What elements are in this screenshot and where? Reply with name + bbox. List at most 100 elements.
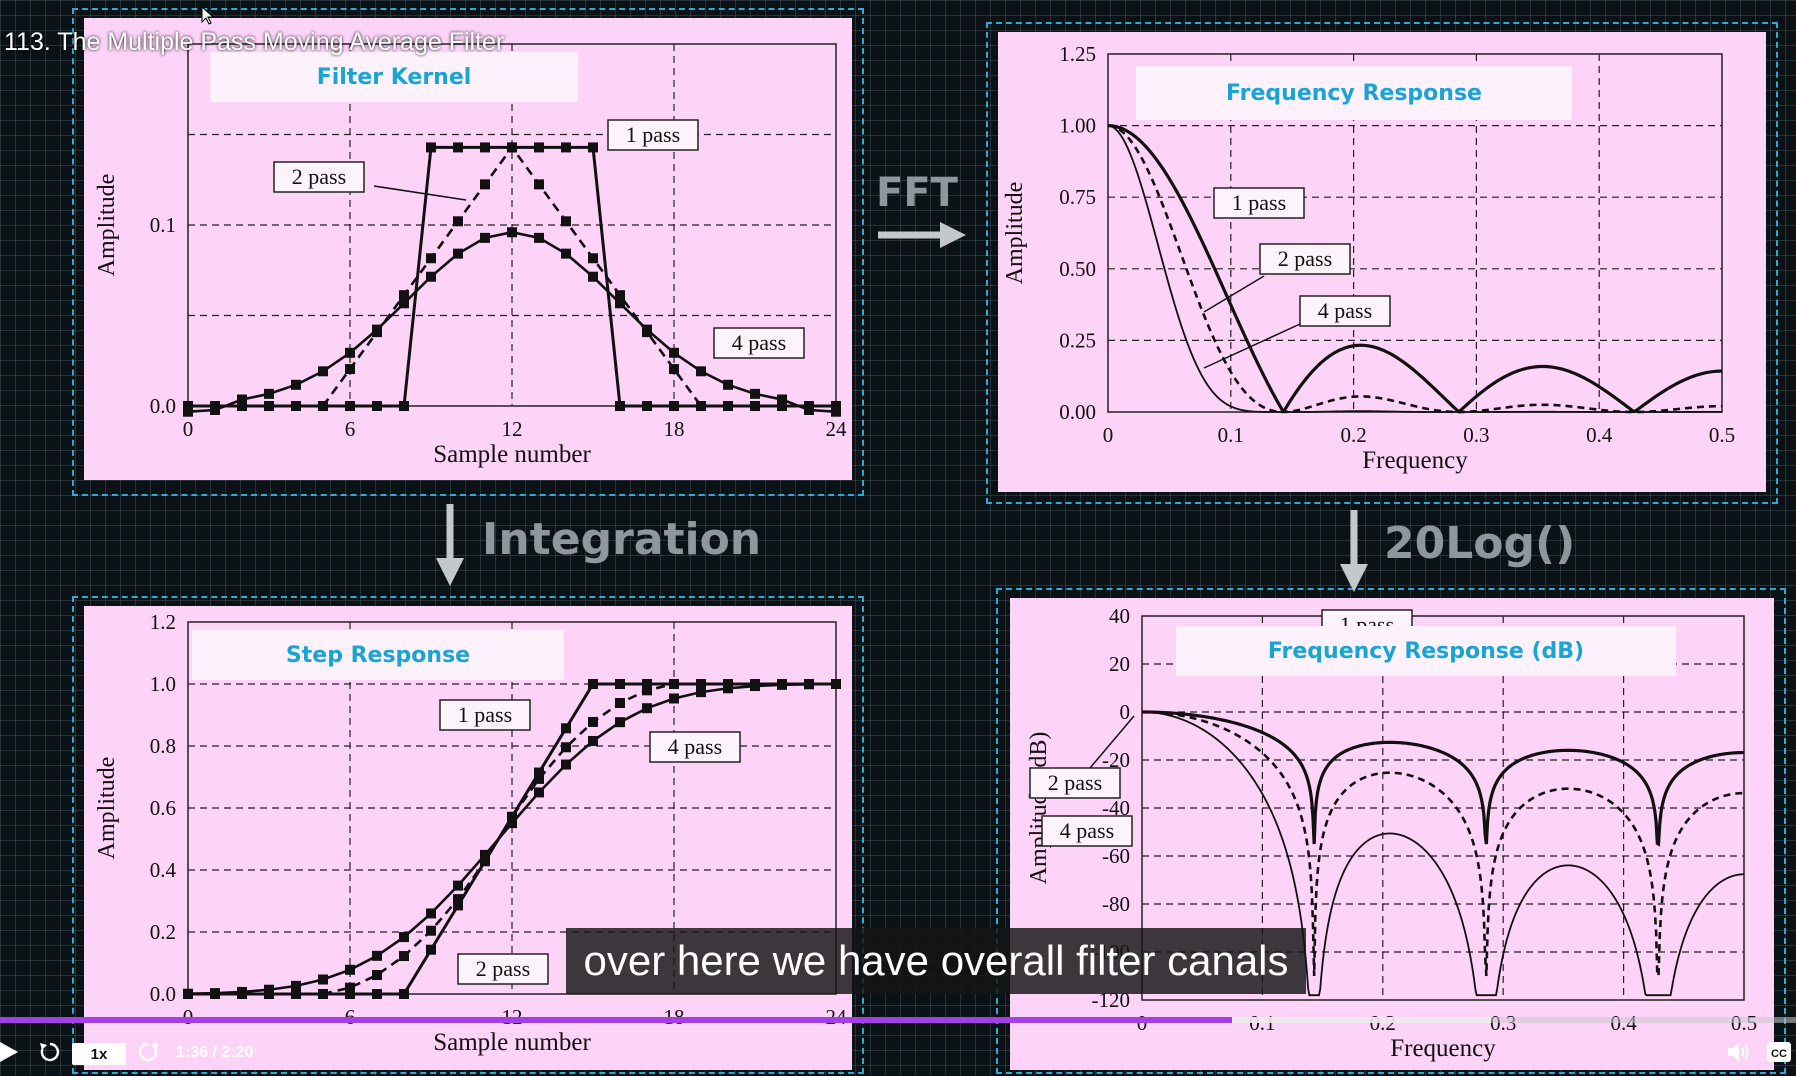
play-icon[interactable] [0,1040,22,1064]
marker-4-pass [237,394,247,405]
label-4-pass-box [1041,815,1133,847]
marker-2-pass [291,989,301,999]
marker-4-pass [453,248,463,259]
series-1-pass [1107,124,1723,414]
y-tick-label: 1.0 [150,672,176,696]
marker-2-pass [237,401,247,411]
marker-2-pass [291,401,301,411]
marker-4-pass [561,248,571,259]
marker-1-pass [345,989,355,999]
marker-4-pass [399,932,409,943]
x-tick-label: 0.4 [1586,423,1613,447]
marker-4-pass [534,787,544,798]
series-4-pass [1141,711,1745,997]
x-tick-label: 0.4 [1610,1011,1637,1035]
marker-4-pass [615,298,625,309]
x-axis-label: Frequency [1390,1035,1496,1062]
x-tick-label: 6 [345,417,356,441]
x-axis-label: Sample number [433,1029,591,1056]
y-tick-label: 1.25 [1059,42,1096,66]
progress-bar[interactable] [0,1017,1796,1023]
marker-4-pass [426,908,436,919]
closed-captions-icon[interactable]: CC [1766,1041,1792,1063]
marker-2-pass [426,253,436,264]
filter-kernel-title: Filter Kernel [210,52,578,102]
filter-kernel-chart: 0 6 12 18 24 0.0 0.1 Sample number Amplitude 1 pa… [94,43,847,468]
x-tick-label: 0.3 [1463,423,1489,447]
label-4-pass-box [649,731,741,763]
x-tick-label: 0 [1137,1011,1148,1035]
marker-4-pass [507,227,517,238]
marker-4-pass [723,379,733,390]
y-tick-label: 0.50 [1059,257,1096,281]
x-tick-label: 0.2 [1370,1011,1396,1035]
x-tick-label: 12 [502,417,523,441]
volume-icon[interactable] [1726,1040,1752,1064]
marker-1-pass [453,142,463,153]
marker-1-pass [561,723,571,734]
marker-4-pass [237,986,247,997]
marker-1-pass [642,679,652,689]
marker-2-pass [399,290,409,301]
marker-2-pass [750,401,760,411]
marker-2-pass [588,253,598,264]
y-tick-label: 1.00 [1059,114,1096,138]
x-tick-label: 0.1 [1218,423,1244,447]
marker-4-pass [399,298,409,309]
marker-2-pass [426,925,436,936]
marker-1-pass [399,401,409,411]
marker-4-pass [210,988,220,999]
marker-4-pass [831,679,841,689]
marker-1-pass [345,401,355,411]
playback-time: 1:36 / 2:20 [176,1044,254,1061]
marker-2-pass [318,401,328,411]
marker-4-pass [507,818,517,829]
label-4-pass-box [713,327,805,359]
playback-speed-button[interactable]: 1x [72,1043,126,1065]
label-1-pass-box [1213,187,1305,219]
y-tick-label: 0.0 [150,394,176,418]
marker-1-pass [615,401,625,411]
marker-4-pass [777,394,787,405]
integration-label: Integration [482,514,762,565]
marker-1-pass [642,401,652,411]
marker-4-pass [804,404,814,415]
y-tick-label: 0 [1120,700,1131,724]
mouse-cursor-icon [201,6,215,25]
marker-1-pass [615,679,625,689]
y-axis-label: Amplitude (dB) [1026,732,1052,885]
label-2-pass: 2 pass [1048,770,1102,795]
marker-4-pass [534,232,544,243]
label-1-pass-box [439,699,531,731]
marker-4-pass [480,232,490,243]
forward-icon[interactable] [136,1040,160,1064]
x-tick-label: 0.3 [1490,1011,1516,1035]
y-axis-label: Amplitude [1002,182,1028,285]
label-2-pass: 2 pass [476,956,530,981]
marker-2-pass [669,364,679,375]
marker-4-pass [696,366,706,377]
marker-1-pass [426,944,436,955]
label-4-pass: 4 pass [1060,818,1114,843]
marker-4-pass [588,271,598,282]
frequency-response-chart: 0 0.1 0.2 0.3 0.4 0.5 0.00 0.25 0.50 0.75 1.00 1.25… [1002,42,1735,474]
marker-4-pass [372,324,382,335]
down-arrow-icon [436,504,464,586]
marker-2-pass [615,697,625,708]
x-tick-label: 0.2 [1340,423,1366,447]
leader-line [1203,323,1301,369]
marker-4-pass [264,984,274,995]
series-2-pass [1141,710,1745,980]
x-tick-label: 0.1 [1249,1011,1275,1035]
y-tick-label: 20 [1109,652,1130,676]
replay-icon[interactable] [38,1040,62,1064]
y-tick-label: 0.8 [150,734,176,758]
db-frame [996,588,1786,1074]
marker-4-pass [291,980,301,991]
y-tick-label: 0.1 [150,213,176,237]
marker-2-pass [345,364,355,375]
marker-2-pass [615,290,625,301]
marker-2-pass [480,179,490,190]
series-4-pass [1107,124,1723,413]
marker-4-pass [480,849,490,860]
